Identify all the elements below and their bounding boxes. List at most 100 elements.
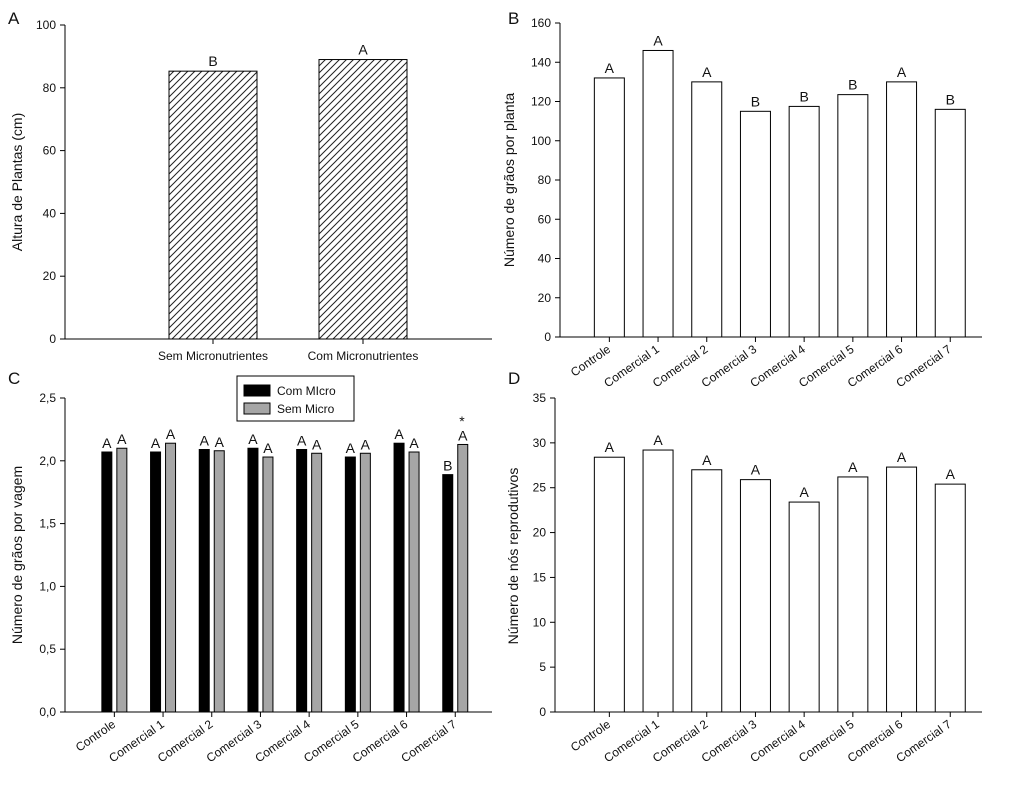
panel-d-significance-letters: A A A A A A A A bbox=[605, 432, 956, 500]
panel-c-bar-series-1 bbox=[344, 456, 356, 713]
panel-d-bar bbox=[691, 469, 723, 713]
panel-c-bar-series-2 bbox=[213, 450, 225, 713]
panel-d-bar bbox=[593, 456, 625, 713]
panel-c-bar-series-2 bbox=[116, 447, 128, 713]
panel-d-y-axis-title: Número de nós reprodutivos bbox=[505, 468, 521, 645]
panel-d-bar bbox=[739, 479, 771, 713]
panel-b-significance-letters: A A A B B B A B bbox=[605, 32, 955, 109]
legend-swatch-com-micro bbox=[243, 384, 271, 397]
panel-d-significance-letter: A bbox=[751, 462, 761, 478]
panel-d-significance-letter: A bbox=[702, 452, 712, 468]
panel-d-y-tick-label: 20 bbox=[533, 526, 547, 540]
panel-c-significance-letter: A bbox=[166, 426, 176, 442]
panel-b-bar bbox=[642, 49, 674, 338]
panel-c-y-tick-label: 0,5 bbox=[39, 642, 56, 656]
panel-c-y-tick-label: 2,0 bbox=[39, 454, 56, 468]
panel-c-significance-letter: A bbox=[394, 426, 404, 442]
panel-d-bars bbox=[593, 449, 966, 713]
panel-b-y-tick-label: 20 bbox=[538, 291, 552, 305]
panel-d-letter: D bbox=[508, 369, 520, 388]
panel-a-bar bbox=[318, 59, 408, 340]
panel-b-y-tick-label: 0 bbox=[544, 330, 551, 344]
panel-a-letter: A bbox=[8, 9, 20, 28]
panel-c-significance-letter: A bbox=[215, 434, 225, 450]
panel-c-bar-series-1 bbox=[150, 451, 162, 713]
panel-b-bars bbox=[593, 49, 966, 338]
panel-d-bar bbox=[788, 501, 820, 713]
panel-a-y-tick-label: 80 bbox=[43, 81, 57, 95]
panel-c-y-tick-label: 1,5 bbox=[39, 517, 56, 531]
panel-b-y-axis: 0 20 40 60 80 100 120 140 160 bbox=[531, 16, 561, 344]
panel-c-y-tick-label: 0,0 bbox=[39, 705, 56, 719]
panel-b-y-tick-label: 140 bbox=[531, 55, 551, 69]
panel-d-significance-letter: A bbox=[848, 459, 858, 475]
panel-c-x-tick-label: Controle bbox=[73, 717, 118, 755]
panel-c-chart: C Número de grãos por vagem 0,0 0,5 1,0 1,5… bbox=[8, 369, 492, 765]
panel-d-significance-letter: A bbox=[799, 484, 809, 500]
panel-b-y-tick-label: 80 bbox=[538, 173, 552, 187]
panel-c-y-axis-title: Número de grãos por vagem bbox=[9, 466, 25, 644]
panel-d-significance-letter: A bbox=[946, 466, 956, 482]
panel-b-bar bbox=[837, 94, 869, 338]
panel-b-significance-letter: B bbox=[751, 93, 760, 109]
panel-b-significance-letter: A bbox=[605, 60, 615, 76]
legend-label-com-micro: Com MIcro bbox=[277, 384, 336, 398]
panel-c-significance-letter: A bbox=[346, 440, 356, 456]
panel-b-letter: B bbox=[508, 9, 519, 28]
panel-d-x-tick-label: Controle bbox=[568, 717, 613, 755]
panel-c-significance-letter: A bbox=[297, 432, 307, 448]
panel-b-significance-letter: B bbox=[946, 91, 955, 107]
panel-b-significance-letter: A bbox=[897, 64, 907, 80]
legend-label-sem-micro: Sem Micro bbox=[277, 402, 335, 416]
panel-c-significance-letter: A bbox=[117, 431, 127, 447]
panel-d-bar bbox=[886, 466, 918, 713]
panel-c-bar-series-1 bbox=[198, 448, 210, 713]
panel-a-x-tick-label: Com Micronutrientes bbox=[308, 349, 419, 363]
panel-d-chart: D Número de nós reprodutivos 0 5 10 15 20 25 3… bbox=[505, 369, 982, 765]
panel-d-significance-letter: A bbox=[605, 439, 615, 455]
legend-swatch-sem-micro bbox=[243, 402, 271, 415]
panel-c-bar-series-2 bbox=[311, 452, 323, 713]
panel-d-y-tick-label: 25 bbox=[533, 481, 547, 495]
panel-c-bar-series-1 bbox=[101, 451, 113, 713]
panel-b-y-tick-label: 120 bbox=[531, 95, 551, 109]
panel-d-y-tick-label: 0 bbox=[539, 705, 546, 719]
panel-c-bars bbox=[101, 442, 469, 713]
panel-d-significance-letter: A bbox=[897, 449, 907, 465]
panel-c-bar-series-2 bbox=[408, 451, 420, 713]
panel-a-x-tick-label: Sem Micronutrientes bbox=[158, 349, 268, 363]
panel-d-bar bbox=[837, 476, 869, 713]
panel-b-bar bbox=[886, 81, 918, 338]
panel-b-y-tick-label: 40 bbox=[538, 252, 552, 266]
panel-c-bar-series-2 bbox=[165, 442, 177, 713]
panel-d-y-axis: 0 5 10 15 20 25 30 35 bbox=[533, 391, 556, 719]
panel-d-significance-letter: A bbox=[653, 432, 663, 448]
panel-a-y-tick-label: 60 bbox=[43, 144, 57, 158]
panel-a-significance-letter: A bbox=[358, 42, 368, 58]
panel-c-y-tick-label: 2,5 bbox=[39, 391, 56, 405]
panel-b-chart: B Número de grãos por planta 0 20 40 60 80 10… bbox=[501, 9, 982, 390]
panel-b-bar bbox=[593, 77, 625, 338]
panel-c-bar-series-1 bbox=[247, 447, 259, 713]
panel-c-annotation-asterisk: * bbox=[459, 413, 465, 429]
panel-a-y-axis: 0 20 40 60 80 100 bbox=[36, 18, 66, 346]
panel-c-significance-letter: A bbox=[458, 427, 468, 443]
panel-a-bar bbox=[168, 70, 258, 340]
panel-c-x-tick-label: Comercial 7 bbox=[398, 717, 459, 765]
panel-b-x-tick-label: Controle bbox=[568, 342, 613, 380]
panel-c-bar-series-2 bbox=[457, 443, 469, 713]
panel-a-y-tick-label: 100 bbox=[36, 18, 56, 32]
panel-b-bar bbox=[739, 110, 771, 338]
panel-b-x-tick-label: Comercial 7 bbox=[893, 342, 954, 390]
panel-c-bar-series-1 bbox=[442, 474, 454, 713]
panel-a-y-tick-label: 0 bbox=[49, 332, 56, 346]
panel-b-y-tick-label: 160 bbox=[531, 16, 551, 30]
panel-d-y-tick-label: 35 bbox=[533, 391, 547, 405]
panel-c-bar-series-2 bbox=[359, 452, 371, 713]
panel-b-y-tick-label: 100 bbox=[531, 134, 551, 148]
panel-b-significance-letter: B bbox=[848, 77, 857, 93]
panel-c-significance-letter: A bbox=[263, 440, 273, 456]
